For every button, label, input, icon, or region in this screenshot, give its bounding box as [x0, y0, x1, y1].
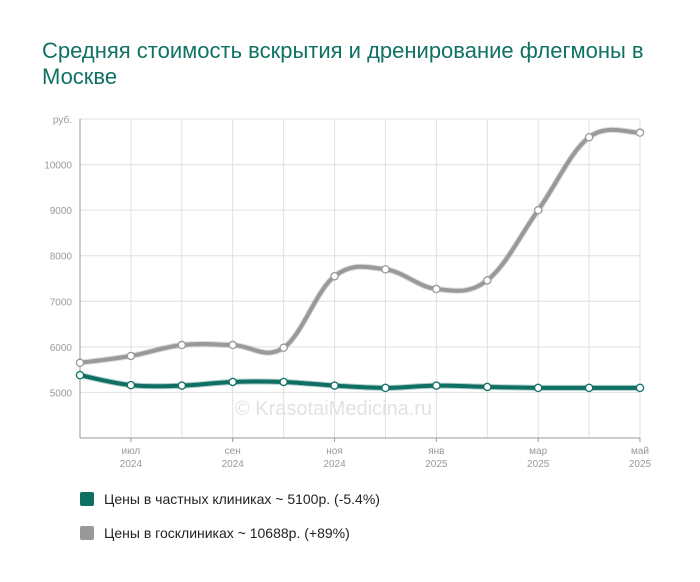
y-tick-label: 7000	[50, 297, 73, 308]
data-point-private[interactable]	[75, 370, 85, 380]
data-point-private[interactable]	[381, 383, 390, 393]
y-axis-unit: руб.	[53, 114, 72, 126]
data-point-public[interactable]	[533, 205, 543, 215]
y-tick-label: 10000	[44, 161, 72, 172]
data-point-private[interactable]	[177, 381, 187, 390]
x-tick-label-month: мар	[529, 446, 547, 457]
x-tick-label-year: 2024	[323, 459, 346, 470]
legend-item-public[interactable]: Цены в госклиниках ~ 10688р. (+89%)	[80, 522, 380, 544]
chart-title: Средняя стоимость вскрытия и дренировани…	[42, 38, 644, 89]
x-tick-label-year: 2024	[222, 459, 245, 470]
data-point-public[interactable]	[432, 284, 441, 294]
data-point-private[interactable]	[432, 381, 441, 390]
x-tick-label-month: сен	[225, 446, 241, 457]
data-point-public[interactable]	[483, 276, 492, 285]
data-point-private[interactable]	[533, 383, 543, 393]
data-point-public[interactable]	[126, 351, 136, 361]
legend-label-private: Цены в частных клиниках ~ 5100р. (-5.4%)	[104, 491, 380, 507]
x-tick-label-year: 2024	[120, 459, 143, 470]
data-point-private[interactable]	[330, 381, 339, 390]
data-point-private[interactable]	[126, 380, 136, 390]
data-point-public[interactable]	[584, 132, 594, 142]
y-tick-label: 6000	[50, 343, 73, 354]
data-point-public[interactable]	[635, 128, 645, 137]
legend-swatch-public	[80, 526, 94, 540]
data-point-public[interactable]	[330, 271, 339, 281]
x-tick-label-year: 2025	[425, 459, 448, 470]
x-tick-label-month: июл	[122, 446, 141, 457]
data-point-public[interactable]	[228, 340, 237, 350]
y-tick-label: 8000	[50, 252, 73, 263]
legend: Цены в частных клиниках ~ 5100р. (-5.4%)…	[80, 488, 380, 556]
watermark: © KrasotaiMedicina.ru	[235, 398, 432, 420]
x-tick-label-month: янв	[428, 446, 444, 457]
series-line-private	[78, 373, 642, 390]
x-tick-label-month: май	[631, 446, 649, 457]
legend-label-public: Цены в госклиниках ~ 10688р. (+89%)	[104, 525, 350, 541]
data-point-public[interactable]	[75, 358, 85, 368]
legend-item-private[interactable]: Цены в частных клиниках ~ 5100р. (-5.4%)	[80, 488, 380, 510]
x-tick-label-month: ноя	[326, 446, 343, 457]
data-point-private[interactable]	[483, 382, 492, 392]
y-tick-label: 5000	[50, 388, 73, 399]
y-tick-label: 9000	[50, 206, 73, 217]
x-tick-label-year: 2025	[629, 459, 652, 470]
legend-swatch-private	[80, 492, 94, 506]
data-point-private[interactable]	[584, 383, 594, 393]
data-point-public[interactable]	[177, 340, 187, 350]
data-point-public[interactable]	[279, 343, 288, 353]
data-point-private[interactable]	[228, 377, 237, 387]
data-point-private[interactable]	[279, 377, 288, 387]
x-tick-label-year: 2025	[527, 459, 550, 470]
data-point-private[interactable]	[635, 383, 645, 393]
data-point-public[interactable]	[381, 265, 390, 274]
